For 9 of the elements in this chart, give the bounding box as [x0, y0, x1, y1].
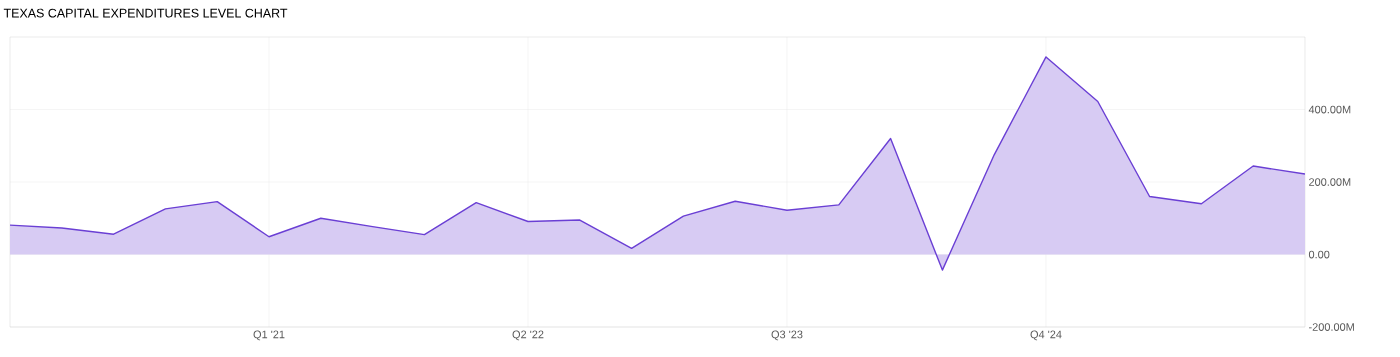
y-tick-label: -200.00M — [1308, 323, 1354, 331]
y-tick-label: 200.00M — [1309, 178, 1351, 186]
x-tick-label: Q3 '23 — [771, 330, 803, 341]
x-tick-label: Q2 '22 — [512, 330, 544, 341]
chart-title: TEXAS CAPITAL EXPENDITURES LEVEL CHART — [3, 8, 288, 18]
y-tick-label: 0.00 — [1308, 250, 1330, 259]
y-tick-label: 400.00M — [1308, 105, 1351, 114]
x-tick-label: Q4 '24 — [1030, 330, 1062, 341]
x-tick-label: Q1 '21 — [253, 330, 285, 341]
